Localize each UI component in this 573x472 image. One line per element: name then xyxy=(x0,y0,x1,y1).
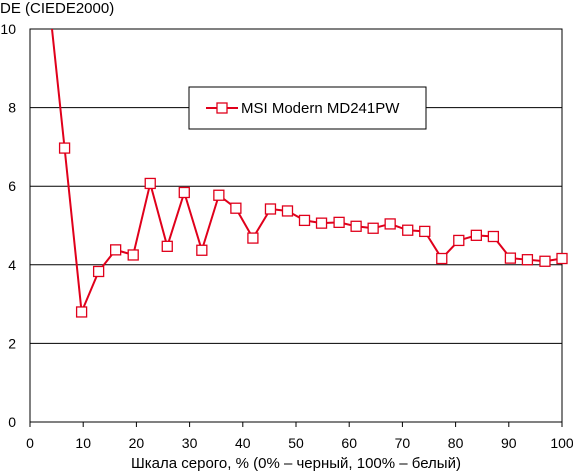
legend: MSI Modern MD241PW xyxy=(188,86,427,130)
y-tick-label: 4 xyxy=(8,257,16,273)
x-tick-label: 30 xyxy=(182,435,198,451)
x-tick-label: 40 xyxy=(235,435,251,451)
x-axis-title: Шкала серого, % (0% – черный, 100% – бел… xyxy=(131,455,461,472)
data-point-marker xyxy=(521,254,534,266)
data-point-marker xyxy=(92,265,105,278)
data-point-marker xyxy=(110,244,122,256)
legend-marker-swatch xyxy=(216,102,228,114)
data-point-marker xyxy=(350,220,362,232)
data-point-marker xyxy=(161,240,173,252)
data-point-marker xyxy=(384,218,396,230)
data-point-marker xyxy=(213,189,225,201)
y-tick-label: 6 xyxy=(8,178,16,194)
y-axis-title: DE (CIEDE2000) xyxy=(0,0,114,17)
data-point-marker xyxy=(281,205,294,217)
data-point-marker xyxy=(144,177,156,190)
y-tick-label: 2 xyxy=(8,335,16,351)
y-tick-label: 8 xyxy=(8,100,16,116)
data-point-marker xyxy=(178,186,190,199)
data-point-marker xyxy=(58,142,71,154)
data-point-marker xyxy=(333,216,345,229)
y-tick-label: 0 xyxy=(8,414,16,430)
data-point-marker xyxy=(230,202,242,214)
legend-label: MSI Modern MD241PW xyxy=(241,100,400,117)
data-point-marker xyxy=(487,230,500,243)
x-tick-label: 60 xyxy=(341,435,357,451)
data-point-marker xyxy=(470,229,482,241)
data-point-marker xyxy=(556,252,568,265)
data-point-marker xyxy=(453,234,465,247)
data-point-marker xyxy=(298,214,311,227)
series-layer xyxy=(50,29,568,318)
x-axis-ticks xyxy=(29,422,563,427)
data-point-marker xyxy=(436,252,448,265)
x-tick-label: 50 xyxy=(288,435,304,451)
gridlines xyxy=(30,107,562,344)
data-point-marker xyxy=(419,225,431,238)
x-tick-label: 10 xyxy=(75,435,91,451)
x-tick-label: 90 xyxy=(501,435,517,451)
x-tick-label: 70 xyxy=(395,435,411,451)
data-point-marker xyxy=(127,249,139,261)
x-tick-label: 100 xyxy=(550,435,573,451)
data-point-marker xyxy=(247,232,259,244)
data-point-marker xyxy=(504,252,517,264)
data-point-marker xyxy=(196,244,208,256)
x-tick-label: 80 xyxy=(448,435,464,451)
x-tick-label: 0 xyxy=(26,435,34,451)
data-point-marker xyxy=(367,222,379,234)
y-tick-label: 10 xyxy=(0,21,16,37)
data-point-marker xyxy=(539,255,551,267)
data-point-marker xyxy=(264,203,277,215)
data-point-marker xyxy=(75,306,88,318)
data-point-marker xyxy=(315,217,328,229)
data-point-marker xyxy=(402,224,414,236)
x-tick-label: 20 xyxy=(129,435,145,451)
